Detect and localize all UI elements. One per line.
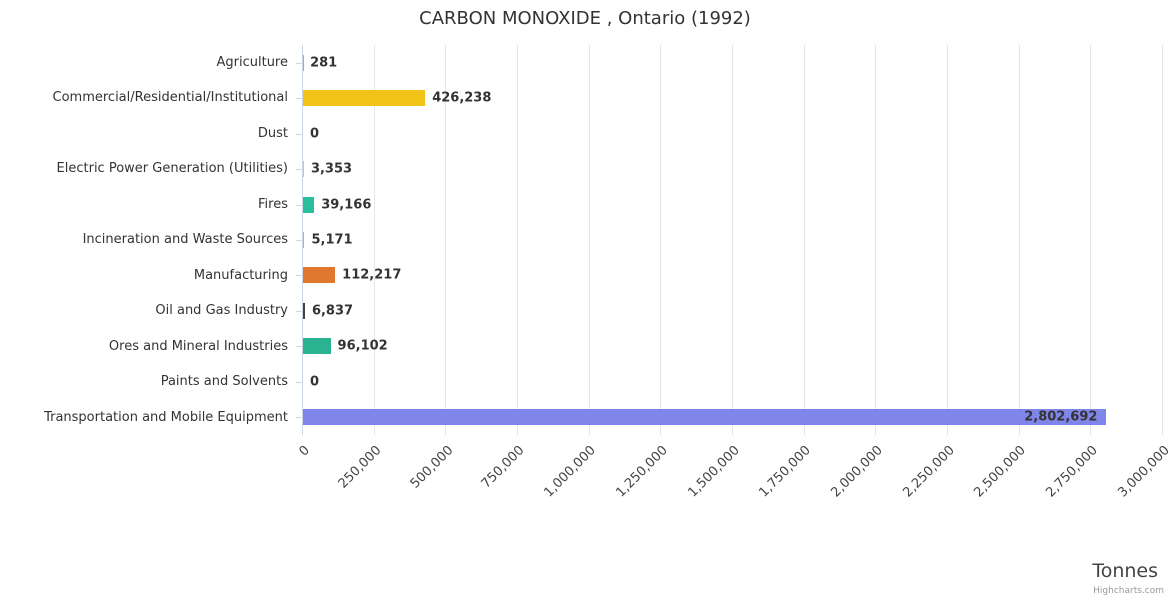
y-tick-mark	[296, 98, 302, 100]
bar	[303, 161, 304, 178]
x-tick-label: 2,750,000	[1043, 443, 1101, 501]
value-label: 0	[310, 126, 320, 142]
gridline	[732, 45, 733, 435]
gridline	[445, 45, 447, 435]
value-label: 6,837	[311, 303, 354, 319]
x-tick-label: 2,000,000	[828, 443, 886, 501]
gridline	[1090, 45, 1092, 435]
gridline	[1018, 45, 1020, 435]
x-tick-label: 0	[296, 443, 313, 460]
bar	[303, 267, 336, 284]
y-tick-mark	[296, 381, 302, 383]
bar	[303, 90, 426, 107]
bar	[303, 409, 1107, 426]
category-label: Agriculture	[216, 55, 289, 70]
bar	[303, 196, 315, 213]
category-label: Ores and Mineral Industries	[108, 338, 288, 354]
gridline	[588, 45, 590, 435]
value-label: 96,102	[337, 338, 388, 354]
y-axis-line	[302, 45, 303, 435]
bar	[303, 338, 331, 355]
y-tick-mark	[296, 204, 302, 206]
gridline	[517, 45, 518, 435]
value-label: 5,171	[311, 232, 353, 248]
y-tick-mark	[296, 275, 302, 277]
category-label: Commercial/Residential/Institutional	[52, 90, 289, 106]
y-tick-mark	[296, 346, 302, 348]
y-tick-mark	[296, 169, 302, 171]
value-label: 426,238	[432, 90, 492, 106]
category-label: Electric Power Generation (Utilities)	[56, 161, 288, 177]
gridline	[875, 45, 877, 435]
chart-title: CARBON MONOXIDE , Ontario (1992)	[419, 8, 751, 29]
gridline	[660, 45, 662, 435]
category-label: Dust	[257, 125, 288, 141]
bar	[303, 302, 305, 319]
x-tick-label: 1,500,000	[685, 443, 743, 501]
value-label: 0	[310, 374, 320, 390]
x-tick-label: 250,000	[335, 443, 385, 492]
y-tick-mark	[296, 240, 302, 241]
y-tick-mark	[296, 62, 302, 64]
gridline	[947, 45, 948, 435]
x-tick-label: 2,500,000	[971, 443, 1030, 501]
gridline	[803, 45, 805, 435]
x-tick-label: 750,000	[478, 443, 528, 492]
value-label: 39,166	[321, 197, 372, 213]
category-label: Incineration and Waste Sources	[82, 232, 288, 248]
category-label: Transportation and Mobile Equipment	[44, 409, 288, 425]
x-tick-label: 1,000,000	[541, 443, 600, 501]
x-tick-label: 2,250,000	[900, 443, 958, 501]
bar	[303, 232, 305, 248]
highcharts-credit[interactable]: Highcharts.com	[1093, 586, 1164, 596]
x-axis-title: Tonnes	[1092, 560, 1158, 582]
y-tick-mark	[296, 133, 302, 135]
category-label: Paints and Solvents	[160, 374, 288, 390]
x-tick-label: 3,000,000	[1115, 443, 1170, 501]
category-label: Oil and Gas Industry	[155, 303, 288, 319]
category-label: Manufacturing	[193, 267, 288, 283]
value-label: 112,217	[342, 267, 402, 283]
y-tick-mark	[296, 417, 302, 419]
gridline	[373, 45, 375, 435]
value-label: 3,353	[310, 161, 353, 177]
category-label: Fires	[258, 196, 288, 212]
value-label: 281	[310, 55, 338, 71]
y-tick-mark	[296, 310, 302, 312]
value-label: 2,802,692	[1024, 409, 1098, 425]
x-tick-label: 500,000	[407, 443, 456, 492]
x-tick-label: 1,250,000	[613, 443, 671, 501]
x-tick-label: 1,750,000	[756, 443, 815, 501]
gridline	[1162, 45, 1163, 435]
